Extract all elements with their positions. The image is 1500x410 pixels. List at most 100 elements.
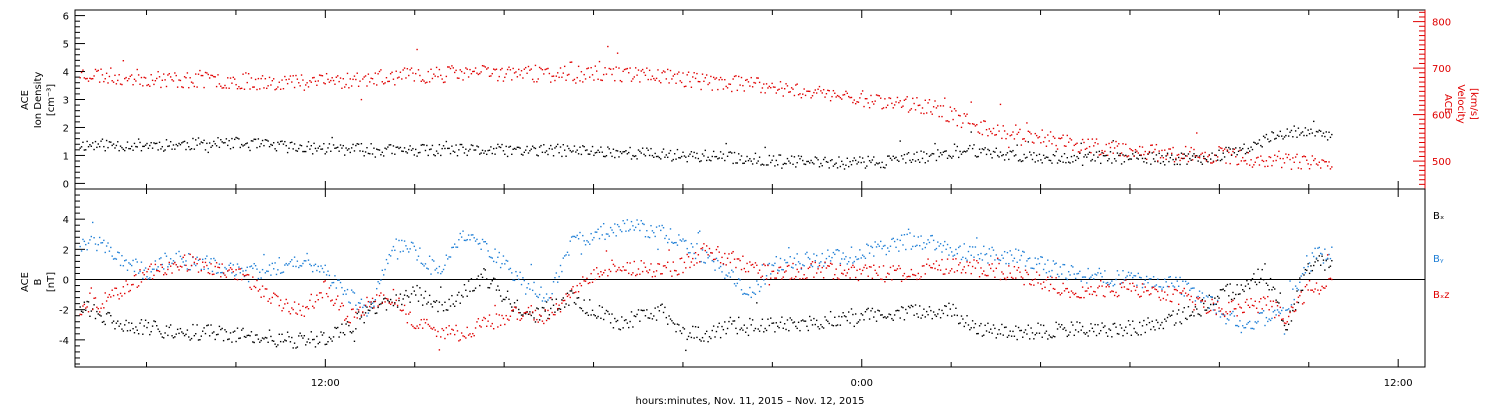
data-point [746,293,748,295]
data-point [1070,155,1073,158]
data-point [1247,152,1249,154]
data-point [1136,150,1138,152]
data-point [157,149,159,151]
data-point [490,256,492,259]
data-point [882,265,885,267]
data-point [760,286,762,288]
data-point [1197,160,1199,162]
data-point [686,74,688,76]
data-point [108,312,111,314]
data-point [86,306,88,308]
data-point [1026,271,1028,274]
data-point [1232,299,1234,302]
density-axis-label-line1: ACE [20,90,31,110]
data-point [736,282,739,285]
data-point [285,262,287,265]
data-point [602,318,605,321]
data-point [320,74,322,77]
data-point [178,250,180,253]
data-point [1184,280,1187,283]
data-point [850,266,853,269]
data-point [356,72,358,74]
data-point [1066,157,1068,159]
data-point [310,331,312,333]
data-point [1001,323,1003,326]
data-point [660,81,662,84]
data-point [451,65,453,67]
data-point [142,85,144,87]
data-point [905,162,907,164]
data-point [935,260,938,262]
data-point [1168,313,1170,316]
data-point [626,322,629,324]
data-point [279,299,282,301]
data-point [685,267,687,269]
data-point [1292,306,1294,309]
data-point [622,70,624,73]
data-point [692,76,694,78]
data-point [1120,163,1123,165]
data-point [744,331,747,333]
data-point [682,72,684,74]
data-point [1001,254,1003,256]
data-point [398,147,400,150]
data-point [561,155,563,158]
data-point [349,151,351,154]
data-point [1106,154,1109,157]
data-point [378,149,381,151]
data-point [1265,160,1268,162]
data-point [456,294,459,296]
data-point [948,254,950,256]
data-point [97,243,99,246]
data-point [802,159,804,162]
data-point [1054,336,1056,338]
data-point [1315,163,1318,165]
data-point [352,330,354,333]
data-point [430,303,432,305]
data-point [1056,328,1059,330]
data-point [249,266,251,268]
data-point [718,157,720,159]
data-point [1269,156,1272,159]
data-point [164,149,166,151]
data-point [655,155,658,158]
data-point [229,77,232,79]
data-point [1009,250,1011,252]
data-point [520,283,523,286]
data-point [1136,332,1138,334]
data-point [602,272,605,274]
data-point [618,266,620,269]
data-point [317,80,319,82]
data-point [1269,300,1272,302]
data-point [633,76,635,78]
data-point [1086,290,1088,292]
data-point [1260,277,1262,280]
data-point [114,74,116,77]
data-point [925,153,928,155]
data-point [880,240,882,243]
data-point [953,254,956,256]
data-point [125,259,127,261]
data-point [1180,152,1183,154]
data-point [693,337,695,339]
data-point [676,274,679,276]
data-point [1123,155,1126,157]
data-point [160,333,162,335]
data-point [302,305,304,308]
data-point [1310,128,1312,130]
data-point [1141,286,1144,289]
data-point [935,159,938,162]
data-point [795,166,797,168]
data-point [406,248,409,250]
data-point [1134,289,1137,292]
data-point [1235,147,1237,149]
data-point [151,79,154,82]
b-axis-label-line1: ACE [20,272,31,292]
data-point [431,144,434,147]
data-point [807,90,810,92]
data-point [640,260,642,262]
data-point [910,248,913,250]
data-point [506,290,509,292]
data-point [868,106,871,109]
data-point [625,230,627,232]
